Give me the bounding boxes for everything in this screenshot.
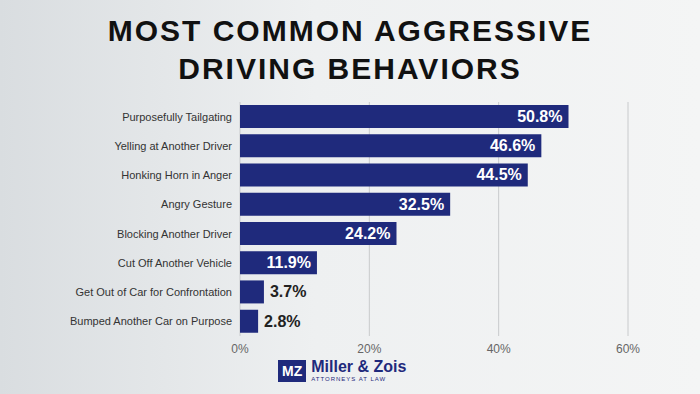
svg-text:60%: 60% [616,342,640,356]
svg-text:3.7%: 3.7% [270,283,306,300]
svg-text:Yelling at Another Driver: Yelling at Another Driver [114,140,232,152]
svg-text:Get Out of Car for Confrontati: Get Out of Car for Confrontation [75,286,232,298]
svg-text:Cut Off Another Vehicle: Cut Off Another Vehicle [118,257,232,269]
svg-text:Bumped Another Car on Purpose: Bumped Another Car on Purpose [70,315,232,327]
svg-text:Honking Horn in Anger: Honking Horn in Anger [121,169,232,181]
svg-text:2.8%: 2.8% [264,313,300,330]
svg-text:Angry Gesture: Angry Gesture [161,198,232,210]
svg-text:24.2%: 24.2% [345,225,390,242]
svg-text:44.5%: 44.5% [476,166,521,183]
html-text:MOST COMMON AGGRESSIVE DRIVING: MOST COMMON AGGRESSIVE DRIVING BEHAVIORS [107,14,593,85]
svg-text:0%: 0% [231,342,249,356]
html-text:MZ: MZ [282,362,303,379]
html-text:ATTORNEYS AT LAW: ATTORNEYS AT LAW [311,376,387,382]
svg-text:11.9%: 11.9% [266,254,310,271]
svg-text:Purposefully Tailgating: Purposefully Tailgating [122,111,232,123]
svg-text:40%: 40% [487,342,511,356]
svg-text:20%: 20% [357,342,381,356]
svg-text:46.6%: 46.6% [490,137,535,154]
svg-text:32.5%: 32.5% [399,196,444,213]
html-text:Miller & Zois: Miller & Zois [311,358,407,375]
svg-text:Blocking Another Driver: Blocking Another Driver [117,228,232,240]
svg-text:50.8%: 50.8% [517,108,562,125]
